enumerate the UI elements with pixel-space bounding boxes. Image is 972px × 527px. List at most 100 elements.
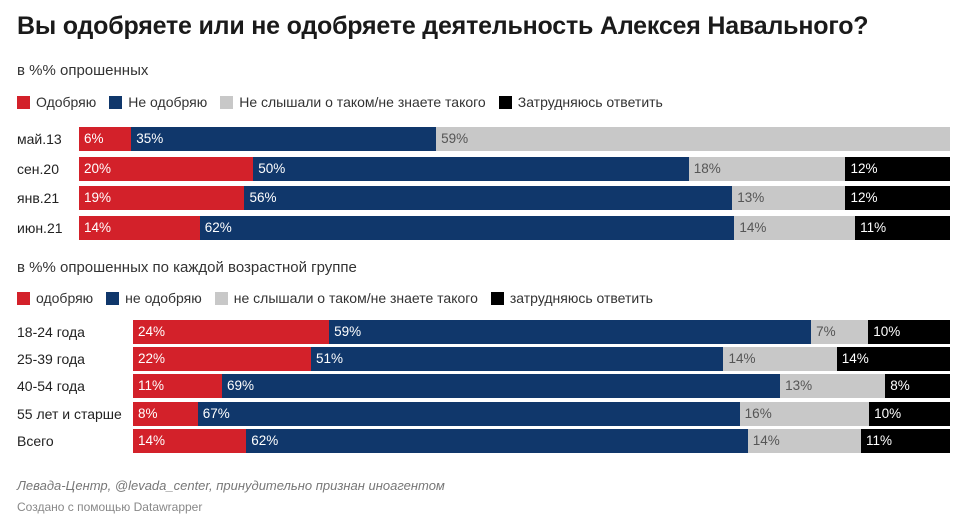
chart-2: 18-24 года 24% 59% 7% 10% 25-39 года 22% 51% 14%…	[17, 320, 950, 456]
bar-row: июн.21 14% 62% 14% 11%	[17, 216, 950, 240]
value-label: 11%	[138, 378, 165, 393]
legend-swatch	[109, 95, 123, 109]
legend-item: одобряю	[17, 290, 93, 306]
legend-label: Одобряю	[36, 94, 97, 110]
stacked-bar: 11% 69% 13% 8%	[133, 374, 950, 398]
value-label: 24%	[138, 324, 166, 339]
value-label: 62%	[204, 220, 232, 235]
value-label: 51%	[315, 351, 343, 366]
value-label: 13%	[785, 378, 813, 393]
bar-segment: 19%	[79, 186, 245, 210]
value-label: 14%	[84, 220, 112, 235]
bar-segment: 12%	[845, 157, 950, 181]
chart-2-legend: одобряю не одобряю не слышали о таком/не з…	[17, 290, 666, 306]
value-label: 16%	[744, 406, 772, 421]
value-label: 10%	[874, 406, 902, 421]
category-label: 40-54 года	[17, 378, 85, 394]
bar-segment: 14%	[79, 216, 200, 240]
value-label: 14%	[739, 220, 767, 235]
value-label: 35%	[136, 131, 164, 146]
bar-segment: 62%	[199, 216, 735, 240]
legend-item: Затрудняюсь ответить	[498, 94, 663, 110]
category-label: 18-24 года	[17, 324, 85, 340]
bar-segment: 20%	[79, 157, 254, 181]
legend-label: Не слышали о таком/не знаете такого	[239, 94, 486, 110]
value-label: 14%	[841, 351, 869, 366]
bar-row: 18-24 года 24% 59% 7% 10%	[17, 320, 950, 344]
bar-row: 25-39 года 22% 51% 14% 14%	[17, 347, 950, 371]
value-label: 59%	[441, 131, 469, 146]
bar-row: 40-54 года 11% 69% 13% 8%	[17, 374, 950, 398]
bar-segment: 18%	[688, 157, 846, 181]
legend-item: не одобряю	[106, 290, 202, 306]
chart-title: Вы одобряете или не одобряете деятельнос…	[17, 12, 869, 40]
bar-row: май.13 6% 35% 59%	[17, 127, 950, 151]
bar-row: сен.20 20% 50% 18% 12%	[17, 157, 950, 181]
category-label: Всего	[17, 433, 54, 449]
bar-segment: 12%	[845, 186, 950, 210]
value-label: 11%	[860, 220, 887, 235]
legend-swatch	[106, 291, 120, 305]
bar-segment: 6%	[79, 127, 132, 151]
legend-label: Затрудняюсь ответить	[517, 94, 663, 110]
bar-segment: 14%	[747, 429, 861, 453]
value-label: 22%	[138, 351, 166, 366]
legend-item: затрудняюсь ответить	[490, 290, 653, 306]
chart-1-subtitle: в %% опрошенных	[17, 62, 149, 79]
value-label: 69%	[226, 378, 254, 393]
bar-segment: 14%	[723, 347, 837, 371]
stacked-bar: 6% 35% 59%	[79, 127, 950, 151]
bar-segment: 11%	[855, 216, 950, 240]
bar-segment: 67%	[197, 402, 740, 426]
chart-1: май.13 6% 35% 59% сен.20 20% 50% 18% 12% янв.21 19…	[17, 127, 950, 241]
value-label: 20%	[84, 161, 112, 176]
value-label: 19%	[84, 190, 112, 205]
bar-segment: 16%	[739, 402, 870, 426]
category-label: сен.20	[17, 161, 59, 177]
stacked-bar: 22% 51% 14% 14%	[133, 347, 950, 371]
bar-segment: 59%	[329, 320, 812, 344]
bar-row: янв.21 19% 56% 13% 12%	[17, 186, 950, 210]
bar-segment: 51%	[310, 347, 724, 371]
value-label: 14%	[138, 433, 166, 448]
credit-note: Создано с помощью Datawrapper	[17, 500, 203, 514]
category-label: май.13	[17, 131, 62, 147]
bar-segment: 7%	[811, 320, 869, 344]
legend-item: Одобряю	[17, 94, 96, 110]
legend-swatch	[220, 95, 234, 109]
value-label: 11%	[865, 433, 893, 448]
stacked-bar: 20% 50% 18% 12%	[79, 157, 950, 181]
bar-segment: 13%	[732, 186, 846, 210]
bar-segment: 14%	[133, 429, 247, 453]
value-label: 12%	[850, 161, 878, 176]
value-label: 62%	[251, 433, 279, 448]
bar-segment: 35%	[131, 127, 437, 151]
value-label: 59%	[334, 324, 362, 339]
legend-swatch	[17, 291, 30, 305]
value-label: 56%	[249, 190, 277, 205]
bar-row: 55 лет и старше 8% 67% 16% 10%	[17, 402, 950, 426]
bar-segment: 8%	[133, 402, 198, 426]
bar-segment: 22%	[133, 347, 311, 371]
legend-swatch	[498, 95, 512, 109]
legend-item: Не одобряю	[109, 94, 207, 110]
value-label: 8%	[138, 406, 158, 421]
chart-1-legend: Одобряю Не одобряю Не слышали о таком/не з…	[17, 94, 676, 110]
value-label: 13%	[737, 190, 765, 205]
bar-segment: 10%	[869, 402, 950, 426]
stacked-bar: 8% 67% 16% 10%	[133, 402, 950, 426]
bar-segment: 14%	[734, 216, 856, 240]
bar-row: Всего 14% 62% 14% 11%	[17, 429, 950, 453]
legend-label: Не одобряю	[128, 94, 208, 110]
bar-segment: 69%	[221, 374, 781, 398]
bar-segment: 14%	[836, 347, 950, 371]
bar-segment: 62%	[246, 429, 748, 453]
value-label: 18%	[693, 161, 721, 176]
legend-swatch	[17, 95, 30, 109]
value-label: 50%	[258, 161, 286, 176]
stacked-bar: 14% 62% 14% 11%	[79, 216, 950, 240]
bar-segment: 11%	[133, 374, 222, 398]
chart-2-subtitle: в %% опрошенных по каждой возрастной гру…	[17, 259, 357, 276]
legend-label: не слышали о таком/не знаете такого	[233, 290, 478, 306]
bar-segment: 56%	[244, 186, 733, 210]
